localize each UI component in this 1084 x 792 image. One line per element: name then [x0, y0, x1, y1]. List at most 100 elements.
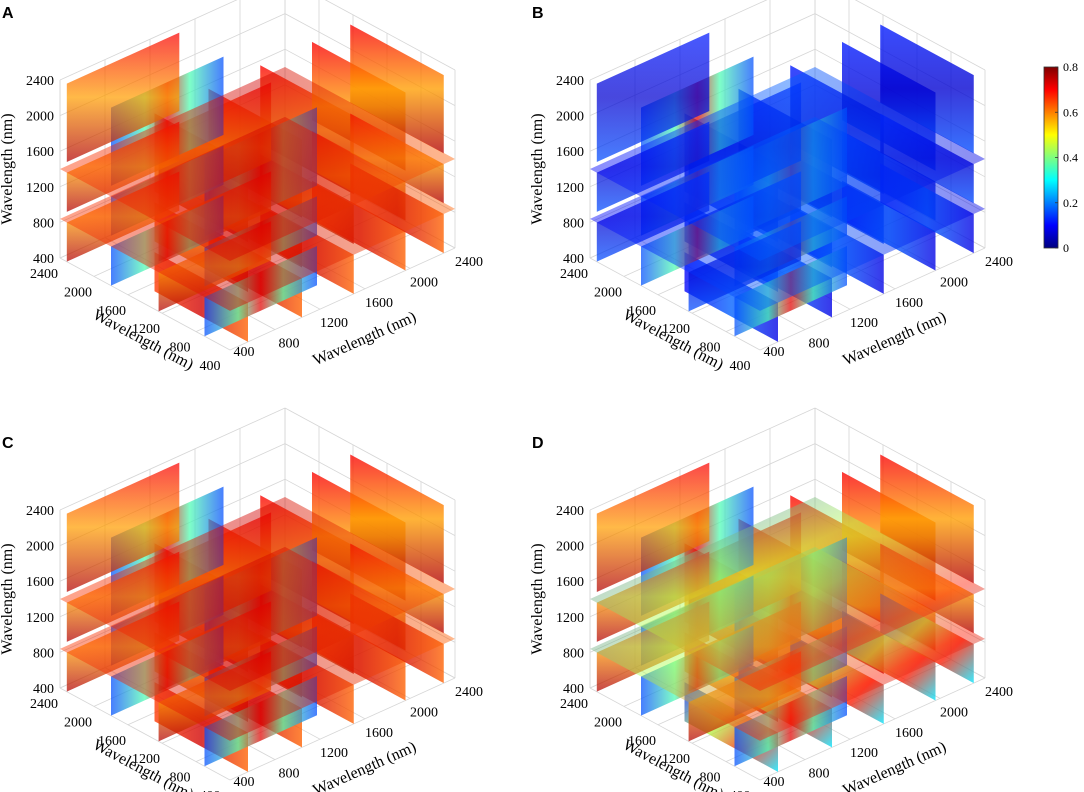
panel-d: D 400 800 1200 1600 2000 2400 Wavelength (nm) 24…	[529, 407, 1013, 792]
slices	[590, 24, 985, 342]
y-tick-label: 2400	[560, 267, 588, 282]
z-tick-label: 800	[563, 216, 584, 231]
y-tick-label: 800	[700, 341, 721, 356]
z-tick-label: 800	[33, 216, 54, 231]
slice-plane	[60, 497, 455, 691]
colorbar: 0 0.2 0.4 0.6 0.8	[1043, 60, 1078, 255]
y-tick-label: 1200	[132, 752, 160, 767]
panel-letter: A	[2, 5, 14, 22]
y-tick-label: 2400	[30, 267, 58, 282]
x-tick-label: 1600	[365, 726, 393, 741]
x-tick-label: 400	[234, 775, 255, 790]
slice-plane	[66, 462, 180, 592]
slice-plane	[880, 454, 974, 584]
x-tick-label: 2400	[985, 255, 1013, 270]
colorbar-tick-label: 0.2	[1063, 196, 1078, 210]
x-tick-label: 2400	[455, 685, 483, 700]
y-tick-label: 1200	[132, 322, 160, 337]
z-tick-label: 1200	[556, 611, 584, 626]
slices	[590, 454, 985, 772]
x-tick-label: 1200	[850, 746, 878, 761]
slice-plane	[590, 67, 985, 261]
z-tick-label: 400	[33, 682, 54, 697]
y-axis-label: Wavelength (nm)	[90, 736, 196, 792]
z-tick-label: 2000	[26, 540, 54, 555]
y-tick-label: 1600	[628, 734, 656, 749]
z-tick-label: 2400	[26, 74, 54, 89]
slice-plane	[596, 462, 710, 592]
slices	[60, 24, 455, 342]
y-tick-label: 2400	[30, 697, 58, 712]
slice-plane	[350, 24, 444, 154]
x-tick-label: 2000	[940, 275, 968, 290]
z-tick-label: 1200	[556, 181, 584, 196]
colorbar-tick-label: 0.8	[1063, 60, 1078, 74]
z-axis-label: Wavelength (nm)	[529, 543, 546, 654]
slice-plane	[590, 497, 985, 691]
y-tick-label: 400	[200, 359, 221, 374]
slice-plane	[66, 32, 180, 163]
slice-plane	[596, 32, 710, 163]
z-tick-label: 800	[33, 646, 54, 661]
panel-c: C 400 800 1200 1600 2000 2400 Wavelength (nm) 24…	[0, 407, 483, 792]
z-tick-label: 1600	[26, 575, 54, 590]
z-tick-label: 1600	[556, 145, 584, 160]
x-tick-label: 2400	[985, 685, 1013, 700]
y-tick-label: 400	[200, 789, 221, 792]
z-tick-label: 1600	[556, 575, 584, 590]
panel-letter: C	[2, 435, 14, 452]
y-tick-label: 800	[170, 771, 191, 786]
z-axis-label: Wavelength (nm)	[0, 113, 16, 224]
z-tick-label: 400	[563, 682, 584, 697]
z-tick-label: 2000	[26, 110, 54, 125]
y-tick-label: 2000	[64, 285, 92, 300]
z-tick-label: 1200	[26, 611, 54, 626]
z-tick-label: 400	[33, 252, 54, 267]
colorbar-tick-label: 0	[1063, 241, 1069, 255]
y-tick-label: 2400	[560, 697, 588, 712]
y-tick-label: 2000	[64, 715, 92, 730]
x-tick-label: 2000	[940, 705, 968, 720]
x-tick-label: 1600	[895, 296, 923, 311]
z-tick-label: 400	[563, 252, 584, 267]
panel-a: A 400 800 1200 1600 2000 2400 Wavelength (nm) 24…	[0, 0, 483, 374]
x-tick-label: 1200	[320, 316, 348, 331]
z-tick-label: 2400	[556, 74, 584, 89]
y-tick-label: 1200	[662, 322, 690, 337]
colorbar-tick-label: 0.6	[1063, 105, 1078, 119]
y-tick-label: 1600	[98, 734, 126, 749]
x-tick-label: 2000	[410, 705, 438, 720]
colorbar-tick-label: 0.4	[1063, 151, 1078, 165]
y-tick-label: 1200	[662, 752, 690, 767]
x-tick-label: 800	[809, 767, 830, 782]
x-tick-label: 800	[279, 337, 300, 352]
z-tick-label: 2400	[26, 504, 54, 519]
panel-letter: D	[532, 435, 544, 452]
slice-plane	[880, 24, 974, 154]
x-tick-label: 1200	[320, 746, 348, 761]
slices	[60, 454, 455, 772]
slice-plane	[60, 67, 455, 261]
y-axis-label: Wavelength (nm)	[620, 736, 726, 792]
panel-b: B 400 800 1200 1600 2000 2400 Wavelength (nm) 24…	[529, 0, 1013, 374]
y-tick-label: 400	[730, 789, 751, 792]
z-tick-label: 2400	[556, 504, 584, 519]
z-tick-label: 2000	[556, 540, 584, 555]
z-tick-label: 2000	[556, 110, 584, 125]
x-tick-label: 1600	[895, 726, 923, 741]
y-tick-label: 800	[700, 771, 721, 786]
y-tick-label: 1600	[628, 304, 656, 319]
x-tick-label: 400	[764, 775, 785, 790]
panel-letter: B	[532, 5, 544, 22]
z-tick-label: 1600	[26, 145, 54, 160]
x-tick-label: 1200	[850, 316, 878, 331]
x-tick-label: 400	[234, 345, 255, 360]
z-axis-label: Wavelength (nm)	[0, 543, 16, 654]
x-tick-label: 800	[279, 767, 300, 782]
x-tick-label: 2400	[455, 255, 483, 270]
z-tick-label: 800	[563, 646, 584, 661]
x-tick-label: 800	[809, 337, 830, 352]
y-tick-label: 1600	[98, 304, 126, 319]
y-tick-label: 800	[170, 341, 191, 356]
